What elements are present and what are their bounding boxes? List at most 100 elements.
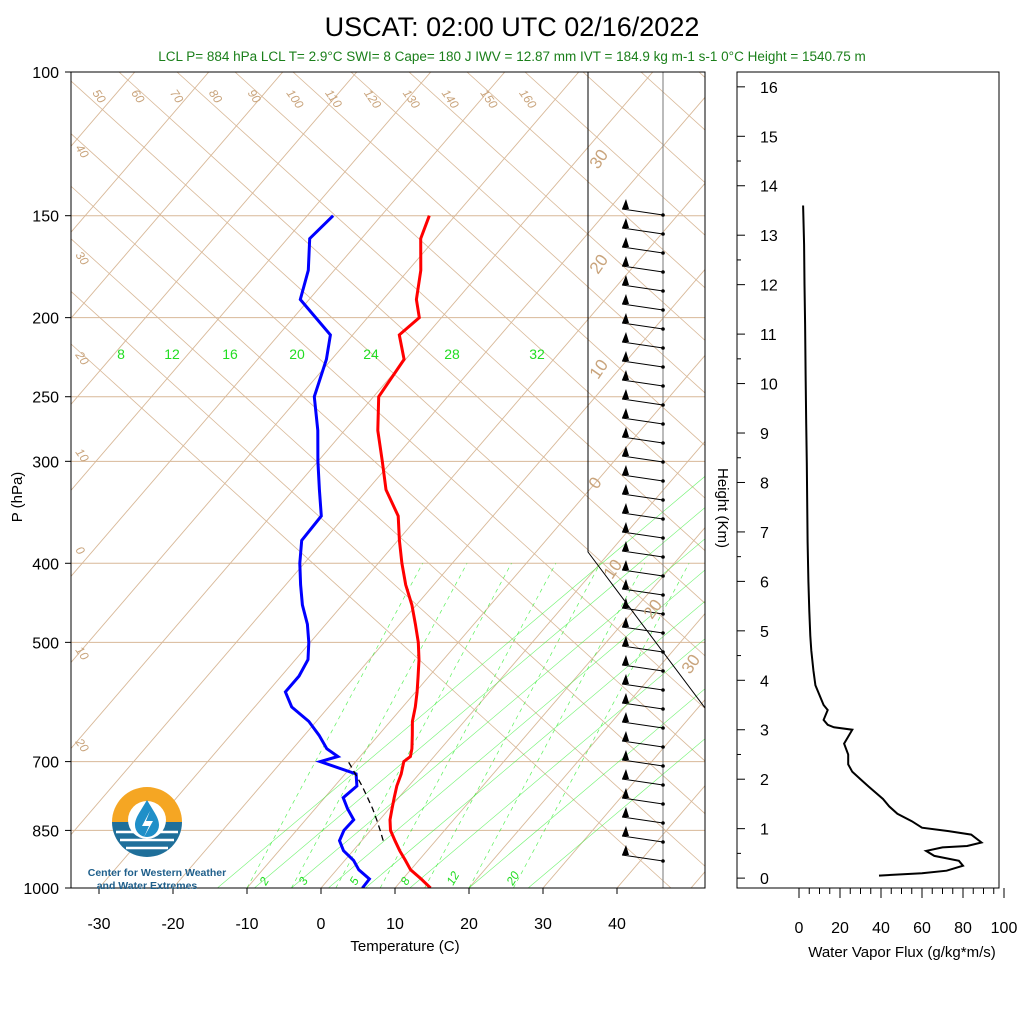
isotherm-line [71, 72, 284, 319]
wind-level-dot [661, 688, 665, 692]
pressure-tick-label: 850 [32, 823, 59, 840]
temperature-tick-label: 0 [317, 916, 326, 933]
wind-level-dot [661, 251, 665, 255]
wind-level-dot [661, 232, 665, 236]
moist-adiabat-line [246, 563, 423, 888]
flux-tick-label: 80 [954, 920, 972, 937]
wind-barb-flag [622, 313, 629, 323]
mixing-ratio-label: 12 [164, 346, 180, 362]
wind-barb [621, 398, 664, 406]
skewt-x-axis-label: Temperature (C) [350, 938, 459, 955]
wind-barb [621, 588, 664, 596]
temperature-tick-label: -30 [87, 916, 110, 933]
mixing-ratio-line [254, 507, 705, 888]
skewt-background-lines [71, 72, 705, 888]
wind-level-dot [661, 669, 665, 673]
wind-barb-flag [622, 750, 629, 760]
wind-level-dot [661, 726, 665, 730]
chart-subtitle: LCL P= 884 hPa LCL T= 2.9°C SWI= 8 Cape=… [158, 49, 866, 64]
pressure-tick-label: 250 [32, 390, 59, 407]
flux-tick-label: 100 [991, 920, 1018, 937]
dry-adiabat-line [71, 185, 705, 762]
wind-barb-flag [622, 731, 629, 741]
isotherm-label: 20 [72, 735, 92, 755]
flux-tick-label: 40 [872, 920, 890, 937]
dry-adiabat-line [71, 290, 705, 867]
wind-barb-flag [622, 370, 629, 380]
dewpoint-series-line [283, 214, 372, 888]
wind-barb [621, 759, 664, 767]
parcel-series-line [347, 761, 384, 841]
wind-barb-flag [622, 712, 629, 722]
wind-barb [621, 569, 664, 577]
wind-barb [621, 702, 664, 710]
mixing-ratio-label: 12 [443, 869, 462, 888]
dry-adiabat-line [292, 72, 705, 447]
wind-level-dot [661, 403, 665, 407]
wind-barb-flag [622, 541, 629, 551]
skewt-plot-frame [70, 71, 706, 889]
mixing-ratio-line [217, 475, 705, 888]
height-tick-label: 8 [760, 475, 769, 492]
height-tick-label: 0 [760, 871, 769, 888]
water-drop-logo-icon [112, 787, 182, 857]
pressure-tick-label: 1000 [23, 881, 59, 898]
wind-barb [621, 303, 664, 311]
height-tick-label: 14 [760, 179, 778, 196]
mixing-ratio-line [528, 738, 705, 888]
wind-barb [621, 436, 664, 444]
dry-adiabat-line [176, 72, 705, 552]
isotherm-line [98, 182, 705, 888]
wind-level-dot [661, 308, 665, 312]
flux-series-line [802, 205, 984, 877]
wind-barb-flag [622, 389, 629, 399]
wind-barb-flag [622, 769, 629, 779]
isotherm-line [71, 72, 358, 405]
wind-level-dot [661, 764, 665, 768]
wind-barb [621, 816, 664, 824]
height-tick-label: 13 [760, 228, 778, 245]
height-tick-label: 10 [760, 377, 778, 394]
dry-adiabat-line [466, 72, 705, 289]
wind-barb [621, 740, 664, 748]
wind-barb [621, 721, 664, 729]
wind-level-dot [661, 517, 665, 521]
isotherm-line [394, 526, 705, 888]
isotherm-line [172, 268, 705, 888]
temperature-tick-label: 30 [534, 916, 552, 933]
skewt-profile-lines [283, 72, 705, 888]
wind-barb [621, 265, 664, 273]
pressure-tick-label: 700 [32, 755, 59, 772]
wind-level-dot [661, 631, 665, 635]
wind-barb [621, 455, 664, 463]
wind-barb [621, 854, 664, 862]
mixing-ratio-line [365, 600, 705, 888]
dry-adiabat-line [71, 238, 705, 815]
wind-level-dot [661, 802, 665, 806]
flux-tick-label: 20 [831, 920, 849, 937]
moist-adiabat-line [291, 563, 468, 888]
height-tick-label: 5 [760, 624, 769, 641]
wind-level-dot [661, 289, 665, 293]
wind-barb [621, 607, 664, 615]
wind-barb-flag [622, 807, 629, 817]
moist-adiabat-line [424, 563, 601, 888]
wind-barb [621, 227, 664, 235]
wind-barb-flag [622, 446, 629, 456]
wind-level-dot [661, 574, 665, 578]
wind-barb [621, 778, 664, 786]
mixing-ratio-label: 20 [503, 869, 522, 889]
isotherm-line [71, 96, 705, 836]
moist-adiabat-line [335, 563, 512, 888]
height-tick-label: 16 [760, 80, 778, 97]
pressure-tick-label: 200 [32, 311, 59, 328]
wind-level-dot [661, 555, 665, 559]
mixing-ratio-label: 8 [117, 346, 125, 362]
temperature-tick-label: -20 [161, 916, 184, 933]
height-tick-label: 3 [760, 723, 769, 740]
pressure-tick-label: 400 [32, 556, 59, 573]
flux-x-axis-label: Water Vapor Flux (g/kg*m/s) [808, 944, 996, 961]
wind-level-dot [661, 498, 665, 502]
wind-barb-flag [622, 617, 629, 627]
